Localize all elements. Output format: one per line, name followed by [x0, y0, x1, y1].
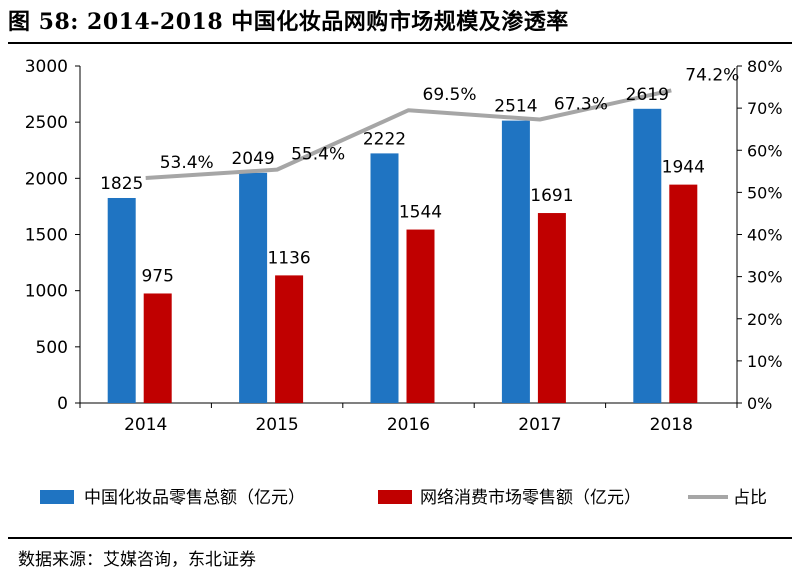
data-label-retail-total: 1825 — [100, 174, 143, 194]
bar-online-retail — [275, 275, 304, 403]
line-share — [145, 88, 672, 181]
left-axis-tick-label: 2000 — [25, 169, 68, 189]
data-label-share: 55.4% — [291, 145, 345, 165]
right-axis-tick-label: 80% — [747, 57, 783, 76]
right-axis-tick-label: 20% — [747, 310, 783, 329]
left-axis-tick-label: 1500 — [25, 226, 68, 246]
left-axis-tick-label: 500 — [36, 338, 68, 358]
right-axis-tick-label: 60% — [747, 141, 783, 160]
right-axis-tick-label: 50% — [747, 183, 783, 202]
x-axis-tick-label: 2017 — [518, 415, 561, 435]
data-label-share: 74.2% — [685, 65, 739, 85]
legend-label-share: 占比 — [733, 488, 767, 508]
bar-online-retail — [143, 293, 172, 403]
data-label-share: 67.3% — [554, 94, 608, 114]
data-label-share: 69.5% — [423, 85, 477, 105]
data-label-retail-total: 2049 — [231, 149, 274, 169]
data-label-retail-total: 2514 — [494, 97, 537, 117]
source-note: 数据来源：艾媒咨询，东北证券 — [18, 550, 256, 570]
legend-swatch-retail-total — [40, 490, 74, 504]
data-label-online-retail: 1136 — [267, 248, 310, 268]
title-rule — [8, 42, 792, 44]
data-label-online-retail: 1691 — [530, 186, 573, 206]
data-label-online-retail: 1944 — [662, 158, 705, 178]
right-axis-tick-label: 0% — [747, 394, 772, 413]
source-rule — [8, 537, 792, 539]
right-axis-tick-label: 70% — [747, 99, 783, 118]
data-label-retail-total: 2222 — [363, 129, 406, 149]
legend-label-online-retail: 网络消费市场零售额（亿元） — [420, 488, 641, 508]
bar-retail-total — [107, 197, 136, 403]
legend-label-retail-total: 中国化妆品零售总额（亿元） — [84, 488, 305, 508]
bar-retail-total — [501, 120, 530, 404]
bar-online-retail — [537, 213, 566, 403]
figure-title: 图 58: 2014-2018 中国化妆品网购市场规模及渗透率 — [8, 9, 569, 35]
left-axis-tick-label: 2500 — [25, 113, 68, 133]
combo-chart: 0 500 1000 1500 2000 2500 3000 0% 10% 20% 30% 40% 50… — [25, 57, 783, 508]
right-axis-tick-label: 30% — [747, 268, 783, 287]
data-label-share: 53.4% — [160, 153, 214, 173]
x-axis-tick-label: 2018 — [650, 415, 693, 435]
data-label-online-retail: 975 — [141, 266, 173, 286]
bar-retail-total — [370, 153, 399, 403]
data-label-retail-total: 2619 — [626, 85, 669, 105]
bar-online-retail — [406, 229, 435, 403]
left-axis-tick-label: 3000 — [25, 57, 68, 77]
left-axis-tick-label: 1000 — [25, 282, 68, 302]
x-axis-tick-label: 2016 — [387, 415, 430, 435]
right-axis-tick-label: 40% — [747, 226, 783, 245]
x-axis-tick-label: 2015 — [255, 415, 298, 435]
bar-retail-total — [239, 172, 268, 403]
legend-swatch-online-retail — [378, 490, 412, 504]
data-label-online-retail: 1544 — [399, 203, 442, 223]
bar-online-retail — [669, 184, 698, 403]
left-axis-tick-label: 0 — [57, 394, 68, 414]
bar-retail-total — [633, 108, 662, 403]
x-axis-tick-label: 2014 — [124, 415, 167, 435]
right-axis-tick-label: 10% — [747, 352, 783, 371]
